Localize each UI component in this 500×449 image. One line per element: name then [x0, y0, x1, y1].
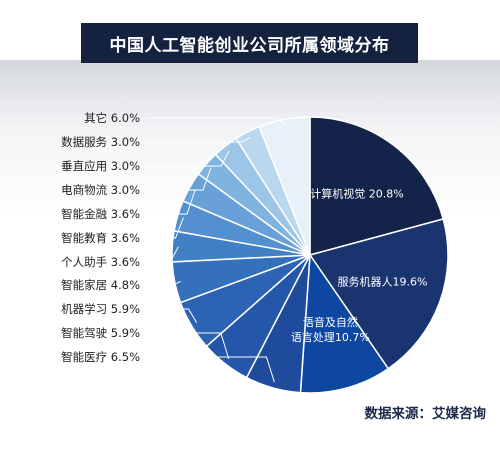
pie-slice [258, 116, 311, 256]
slice-label: 个人助手 3.6% [61, 255, 140, 269]
leader-line [146, 150, 230, 167]
slice-label: 智能驾驶 5.9% [61, 326, 140, 340]
leader-line [146, 189, 196, 215]
leader-line [146, 246, 179, 263]
leader-line [146, 117, 286, 126]
pie-slice [299, 252, 390, 394]
slice-label: 垂直应用 3.0% [61, 159, 140, 173]
leader-line [146, 356, 275, 383]
pie-slice [309, 116, 445, 256]
slice-label: 智能教育 3.6% [61, 231, 140, 245]
leader-line [146, 217, 184, 239]
slice-label: 智能金融 3.6% [61, 207, 140, 221]
pie-slice [308, 218, 449, 370]
slice-label: 智能医疗 6.5% [61, 350, 140, 364]
title-banner: 中国人工智能创业公司所属领域分布 [81, 23, 418, 63]
data-source: 数据来源：艾媒咨询 [364, 406, 487, 422]
slice-label: 机器学习 5.9% [61, 302, 140, 316]
leader-line [146, 280, 181, 286]
leader-line [146, 167, 212, 191]
leader-lines [146, 117, 286, 383]
slice-label: 服务机器人19.6% [338, 275, 428, 289]
slice-label: 计算机视觉 20.8% [310, 187, 403, 201]
pie-slices [171, 116, 449, 394]
slice-label: 智能家居 4.8% [61, 278, 140, 292]
leader-line [146, 136, 251, 143]
slice-label: 语言处理10.7% [291, 331, 370, 344]
slice-label: 语音及自然 [303, 315, 358, 329]
leader-line [146, 332, 230, 360]
leader-line [146, 308, 198, 323]
slice-label: 电商物流 3.0% [61, 183, 140, 197]
slice-label: 数据服务 3.0% [61, 135, 140, 149]
chart-title: 中国人工智能创业公司所属领域分布 [109, 35, 390, 56]
slice-label: 其它 6.0% [84, 111, 140, 125]
